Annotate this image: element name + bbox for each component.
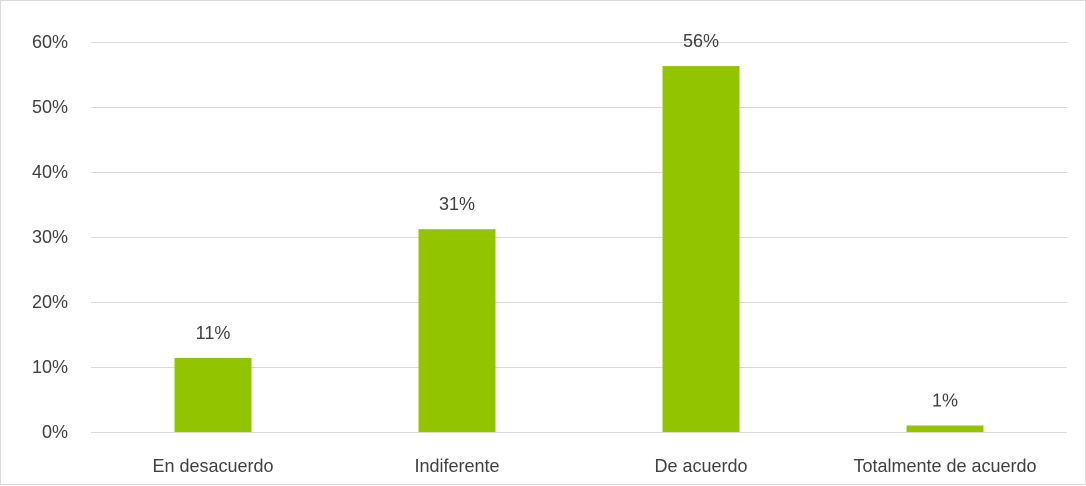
- bar-en-desacuerdo: [174, 357, 252, 432]
- bar-totalmente-de-acuerdo: [906, 425, 984, 432]
- x-category-label: De acuerdo: [654, 456, 747, 476]
- data-labels: 11% 31% 56% 1%: [196, 31, 958, 410]
- y-tick-label: 20%: [32, 292, 68, 312]
- bar-de-acuerdo: [662, 66, 740, 433]
- y-axis-tick-labels: 0% 10% 20% 30% 40% 50% 60%: [32, 32, 68, 442]
- bar-indiferente: [418, 229, 496, 432]
- data-label: 1%: [932, 391, 958, 411]
- y-tick-label: 0%: [42, 422, 68, 442]
- gridlines: [91, 42, 1067, 433]
- bars: [174, 66, 984, 433]
- y-tick-label: 60%: [32, 32, 68, 52]
- y-tick-label: 40%: [32, 162, 68, 182]
- x-category-label: Totalmente de acuerdo: [853, 456, 1036, 476]
- y-tick-label: 10%: [32, 357, 68, 377]
- data-label: 56%: [683, 31, 719, 51]
- y-tick-label: 50%: [32, 97, 68, 117]
- y-tick-label: 30%: [32, 227, 68, 247]
- data-label: 31%: [439, 194, 475, 214]
- x-category-label: En desacuerdo: [152, 456, 273, 476]
- data-label: 11%: [196, 323, 231, 343]
- category-labels: En desacuerdo Indiferente De acuerdo Totalm…: [152, 456, 1036, 476]
- x-category-label: Indiferente: [414, 456, 499, 476]
